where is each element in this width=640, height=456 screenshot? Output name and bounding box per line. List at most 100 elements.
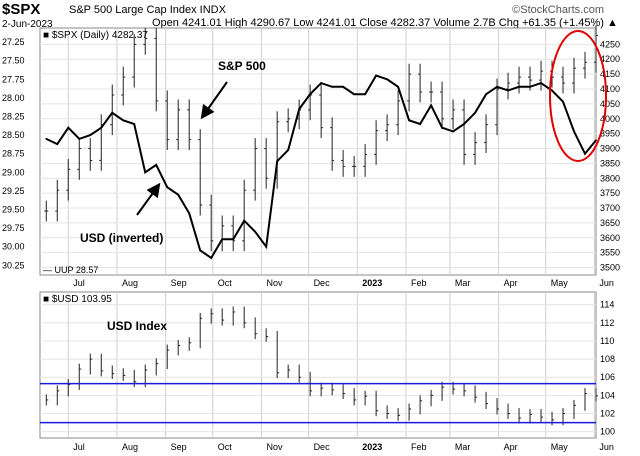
left-axis-tick-label: 29.25 [2, 186, 25, 196]
right-axis-tick-label: 4050 [600, 99, 620, 109]
price-legend: ■ $SPX (Daily) 4282.37 [43, 30, 148, 41]
uup-point [551, 89, 553, 92]
symbol-title: $SPX [2, 1, 41, 18]
x-tick-label-bottom: Dec [314, 442, 331, 452]
x-tick-label-bottom: Mar [455, 442, 471, 452]
x-tick-label-bottom: Jun [599, 442, 614, 452]
usd-inverted-annotation: USD (inverted) [80, 231, 163, 245]
x-tick-label-top: Apr [504, 278, 518, 288]
uup-point [419, 123, 421, 125]
x-tick-label-top: Jul [73, 278, 85, 288]
left-axis-tick-label: 28.75 [2, 149, 25, 159]
usd-axis-tick-label: 112 [600, 318, 614, 328]
uup-point [518, 85, 520, 88]
uup-point [166, 186, 169, 189]
uup-point [221, 238, 224, 241]
right-axis-tick-label: 4250 [600, 39, 620, 49]
usd-inverted-arrow [136, 182, 161, 216]
right-axis-tick-label: 3900 [600, 144, 620, 154]
x-tick-label-top: Mar [455, 278, 471, 288]
uup-point [353, 93, 356, 96]
uup-point [265, 245, 268, 248]
uup-point [276, 160, 279, 163]
right-axis-tick-label: 3650 [600, 218, 620, 228]
left-axis-tick-label: 28.25 [2, 112, 25, 122]
usd-axis-tick-label: 106 [600, 372, 615, 382]
x-tick-label-bottom: Feb [411, 442, 427, 452]
right-axis-tick-label: 4200 [600, 54, 620, 64]
uup-point [496, 85, 498, 88]
spx-annotation: S&P 500 [218, 59, 266, 73]
uup-point [386, 78, 389, 81]
highlight-ellipse [549, 30, 607, 162]
x-tick-label-bottom: Aug [122, 442, 138, 452]
right-axis-tick-label: 3850 [600, 158, 620, 168]
symbol-name: S&P 500 Large Cap Index INDX [69, 4, 226, 16]
uup-point [562, 100, 564, 103]
uup-point [595, 139, 597, 142]
x-tick-label-bottom: Jul [73, 442, 85, 452]
spx-series [44, 25, 598, 252]
uup-point [232, 238, 235, 241]
uup-point [78, 137, 81, 140]
brand-watermark: ©StockCharts.com [512, 4, 604, 16]
uup-point [67, 126, 70, 129]
right-axis-tick-label: 4100 [600, 84, 620, 94]
x-tick-label-top: Aug [122, 278, 138, 288]
quote-summary: Open 4241.01 High 4290.67 Low 4241.01 Cl… [152, 17, 618, 29]
uup-legend: — UUP 28.57 [43, 265, 98, 275]
x-tick-label-top: May [551, 278, 569, 288]
uup-point [474, 111, 476, 114]
left-axis-tick-label: 28.50 [2, 130, 25, 140]
uup-point [287, 149, 290, 151]
uup-point [133, 123, 136, 125]
chart-header: $SPX S&P 500 Large Cap Index INDX ©Stock… [0, 0, 640, 34]
left-axis-tick-label: 29.75 [2, 223, 25, 233]
right-axis-tick-label: 4150 [600, 69, 620, 79]
uup-point [573, 130, 575, 133]
left-axis-tick-label: 27.75 [2, 74, 25, 84]
uup-point [364, 93, 367, 96]
usd-axis-tick-label: 110 [600, 336, 614, 346]
x-tick-label-bottom: Sep [171, 442, 187, 452]
right-axis-tick-label: 3500 [600, 263, 620, 273]
right-axis-tick-label: 3750 [600, 188, 620, 198]
uup-point [408, 119, 410, 122]
uup-point [485, 93, 487, 96]
uup-point [177, 193, 180, 196]
x-tick-label-top: Dec [314, 278, 331, 288]
usd-axis-tick-label: 108 [600, 354, 615, 364]
left-axis-tick-label: 30.25 [2, 260, 25, 270]
right-axis-tick-label: 3700 [600, 203, 620, 213]
usd-axis-tick-label: 104 [600, 390, 615, 400]
uup-point [89, 134, 92, 137]
uup-point [375, 74, 378, 77]
price-panel-frame [39, 27, 597, 276]
x-tick-label-top: Jun [599, 278, 614, 288]
left-axis-tick-label: 27.25 [2, 37, 25, 47]
uup-point [199, 249, 202, 252]
left-axis-tick-label: 29.50 [2, 205, 25, 215]
uup-point [254, 230, 257, 233]
usd-axis-tick-label: 102 [600, 409, 615, 419]
uup-point [309, 93, 312, 96]
x-tick-label-top: Sep [171, 278, 187, 288]
right-axis-tick-label: 3550 [600, 248, 620, 258]
uup-point [56, 143, 59, 145]
uup-point [452, 130, 454, 133]
uup-point [45, 137, 48, 140]
usd-index-annotation: USD Index [107, 319, 167, 333]
right-axis-tick-label: 3800 [600, 173, 620, 183]
uup-point [144, 171, 147, 174]
uup-point [430, 104, 432, 107]
uup-point [463, 123, 465, 125]
usd-axis-tick-label: 100 [600, 427, 615, 437]
left-axis-tick-label: 27.50 [2, 56, 25, 66]
right-axis-tick-label: 3600 [600, 233, 620, 243]
usd-panel-frame [39, 291, 597, 439]
x-tick-label-bottom: Oct [218, 442, 233, 452]
uup-point [320, 82, 323, 84]
x-tick-label-top: Oct [218, 278, 233, 288]
x-tick-label-bottom: 2023 [362, 442, 382, 452]
